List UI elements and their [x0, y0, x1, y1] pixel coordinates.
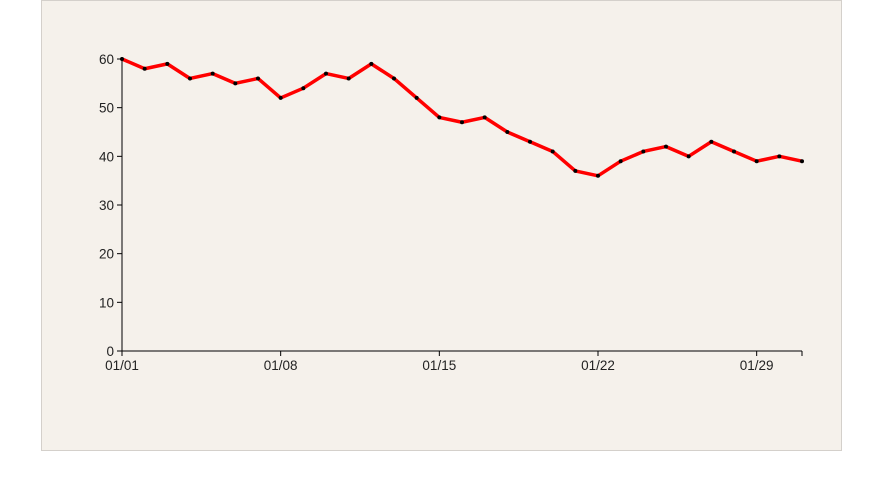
- y-tick-label: 10: [99, 295, 114, 310]
- data-point: [505, 130, 510, 134]
- x-axis: 01/01 01/08 01/15 01/22 01/29: [105, 350, 803, 373]
- y-tick-label: 30: [99, 198, 114, 213]
- x-tick-label: 01/22: [581, 358, 615, 373]
- data-point: [188, 76, 192, 81]
- y-tick-label: 50: [99, 101, 114, 116]
- y-tick-label: 60: [99, 52, 114, 67]
- data-point: [437, 115, 442, 120]
- y-tick-label: 40: [99, 149, 114, 164]
- data-point: [482, 115, 487, 120]
- x-tick-label: 01/15: [422, 358, 456, 373]
- y-axis: 0 10 20 30 40 50 60: [99, 52, 123, 359]
- chart-panel: [41, 0, 842, 451]
- data-point: [256, 76, 260, 81]
- data-point: [641, 149, 646, 154]
- data-point: [210, 71, 215, 76]
- x-tick-label: 01/29: [740, 358, 774, 373]
- x-tick-label: 01/08: [264, 358, 298, 373]
- data-point: [732, 149, 736, 154]
- series-line: [120, 57, 804, 178]
- x-tick-label: 01/01: [105, 358, 139, 373]
- data-point: [414, 95, 419, 100]
- data-point: [800, 159, 804, 164]
- data-point: [324, 71, 328, 76]
- data-point: [392, 76, 396, 81]
- data-point: [233, 81, 238, 86]
- data-point: [346, 76, 351, 81]
- data-point: [369, 61, 374, 66]
- data-point: [664, 144, 668, 149]
- data-point: [301, 86, 306, 91]
- y-tick-label: 0: [106, 344, 114, 359]
- series-group: [120, 57, 804, 178]
- data-point: [618, 159, 623, 164]
- data-point: [528, 139, 532, 144]
- data-point: [777, 154, 782, 159]
- data-point: [142, 66, 147, 71]
- data-point: [573, 168, 578, 173]
- data-point: [686, 154, 691, 159]
- data-point: [460, 120, 464, 125]
- data-point: [754, 159, 759, 164]
- data-point: [550, 149, 555, 154]
- data-point: [165, 61, 170, 66]
- data-point: [596, 173, 600, 178]
- y-tick-label: 20: [99, 247, 114, 262]
- data-point: [709, 139, 714, 144]
- data-point: [120, 57, 124, 61]
- data-point: [278, 95, 283, 100]
